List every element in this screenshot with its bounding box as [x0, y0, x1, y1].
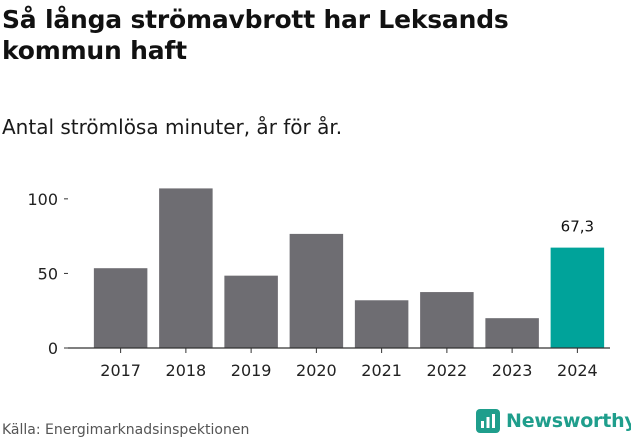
- data-label: 67,3: [561, 218, 594, 236]
- bar-2018: [159, 188, 213, 348]
- x-tick-label: 2020: [296, 361, 337, 380]
- newsworthy-logo-icon: [476, 409, 500, 433]
- y-tick-label: 0: [48, 339, 58, 358]
- bar-2020: [289, 233, 344, 348]
- x-tick-label: 2022: [427, 361, 468, 380]
- bar-2024: [550, 247, 605, 348]
- chart-subtitle: Antal strömlösa minuter, år för år.: [2, 115, 343, 139]
- x-tick-label: 2021: [361, 361, 402, 380]
- bar-2019: [224, 275, 278, 348]
- x-tick-label: 2024: [557, 361, 598, 380]
- y-tick-label: 100: [27, 190, 58, 209]
- brand-name: Newsworthy: [506, 410, 631, 432]
- brand: Newsworthy: [476, 409, 631, 433]
- x-tick-label: 2018: [166, 361, 207, 380]
- bar-2023: [485, 318, 539, 348]
- bar-2017: [93, 268, 148, 348]
- x-tick-label: 2019: [231, 361, 272, 380]
- x-tick-label: 2023: [492, 361, 533, 380]
- bar-2021: [354, 300, 409, 348]
- x-tick-label: 2017: [100, 361, 141, 380]
- y-tick-label: 50: [38, 264, 58, 283]
- source-note: Källa: Energimarknadsinspektionen: [2, 422, 250, 438]
- bar-2022: [420, 292, 474, 348]
- bar-chart: 0 50 100 2017 2018 2019 2020 2021 2022 2023 2024 67…: [27, 188, 610, 380]
- chart-title: Så långa strömavbrott har Leksands kommu…: [2, 5, 509, 65]
